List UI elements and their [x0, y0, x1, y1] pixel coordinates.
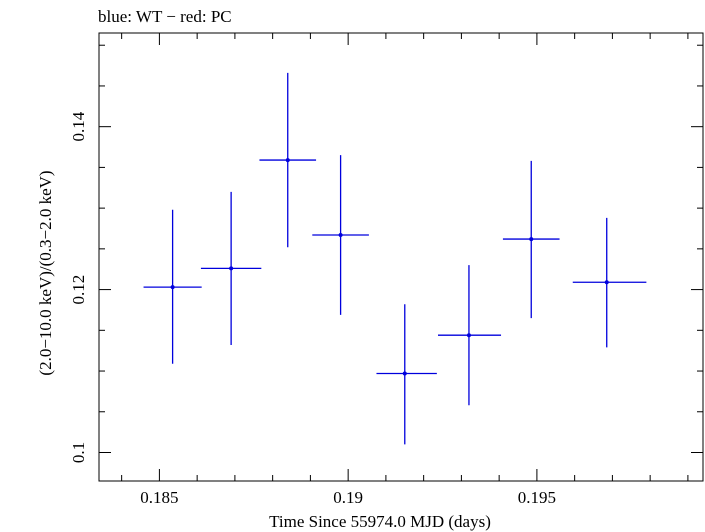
x-tick-label: 0.185: [140, 488, 178, 507]
y-axis-label: (2.0−10.0 keV)/(0.3−2.0 keV): [36, 170, 55, 375]
data-point: [572, 217, 647, 348]
y-tick-label: 0.1: [69, 442, 88, 463]
x-tick-label: 0.19: [333, 488, 363, 507]
y-tick-label: 0.14: [69, 111, 88, 141]
axis-ticks: [99, 33, 703, 481]
data-marker: [529, 237, 534, 242]
data-point: [376, 304, 437, 445]
x-tick-label: 0.195: [518, 488, 556, 507]
data-marker: [402, 371, 407, 376]
y-tick-label: 0.12: [69, 275, 88, 305]
data-point: [259, 72, 317, 248]
plot-frame: [98, 32, 704, 482]
data-marker: [338, 233, 343, 238]
data-point: [143, 209, 202, 364]
chart-title: blue: WT − red: PC: [98, 7, 232, 26]
data-marks: [143, 72, 647, 445]
data-point: [502, 160, 560, 319]
x-axis-label: Time Since 55974.0 MJD (days): [269, 512, 491, 531]
data-point: [200, 191, 262, 345]
data-point: [437, 265, 502, 406]
axis-tick-labels: 0.185 0.19 0.195 0.1 0.12 0.14: [69, 111, 556, 507]
data-point: [312, 155, 369, 315]
data-marker: [466, 333, 471, 338]
data-marker: [285, 158, 290, 163]
data-marker: [604, 280, 609, 285]
data-marker: [170, 285, 175, 290]
data-marker: [229, 266, 234, 271]
